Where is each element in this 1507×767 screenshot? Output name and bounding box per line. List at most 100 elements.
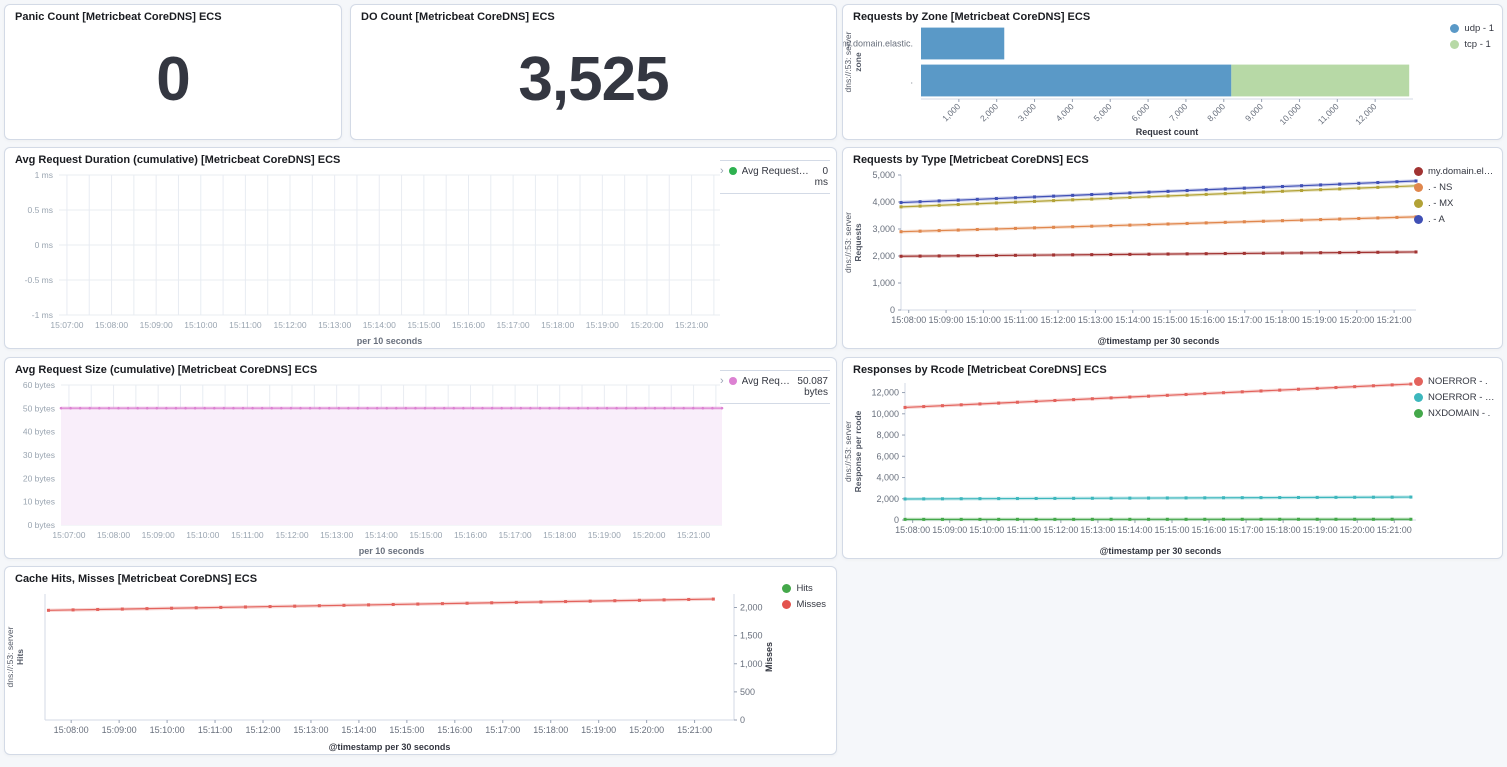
svg-text:15:20:00: 15:20:00	[1340, 525, 1375, 535]
svg-text:15:18:00: 15:18:00	[541, 320, 574, 330]
svg-text:0 bytes: 0 bytes	[28, 520, 55, 530]
svg-text:15:17:00: 15:17:00	[485, 725, 520, 735]
cache-hits-misses-chart[interactable]: 15:08:00 15:09:00 15:10:00 15:11:00 15:12:00…	[5, 582, 836, 754]
svg-text:60 bytes: 60 bytes	[23, 380, 55, 390]
svg-text:8,000: 8,000	[1205, 101, 1227, 123]
svg-text:-1 ms: -1 ms	[32, 310, 53, 320]
avg-request-size-chart[interactable]: 60 bytes 50 bytes 40 bytes 30 bytes 20 bytes…	[5, 373, 836, 558]
legend-dot-icon	[1414, 167, 1423, 176]
legend-dot-icon	[1414, 215, 1423, 224]
metric-value: 0	[156, 44, 190, 114]
svg-text:Hits: Hits	[15, 649, 25, 665]
legend-value-unit: ms	[814, 177, 828, 188]
svg-text:15:21:00: 15:21:00	[675, 320, 708, 330]
legend-item[interactable]: . - NS	[1414, 182, 1498, 193]
svg-text:15:09:00: 15:09:00	[140, 320, 173, 330]
svg-text:15:18:00: 15:18:00	[1265, 315, 1300, 325]
svg-text:50 bytes: 50 bytes	[23, 403, 55, 413]
svg-text:15:13:00: 15:13:00	[320, 530, 353, 540]
legend: NOERROR - . NOERROR - my.dom... NXDOMAIN -…	[1414, 376, 1498, 419]
svg-text:-0.5 ms: -0.5 ms	[25, 275, 53, 285]
legend-item[interactable]: Hits	[782, 583, 826, 594]
svg-text:15:10:00: 15:10:00	[966, 315, 1001, 325]
legend-item[interactable]: . - MX	[1414, 198, 1498, 209]
legend-label: . - MX	[1428, 198, 1454, 209]
svg-text:1,000: 1,000	[940, 101, 962, 123]
svg-text:15:17:00: 15:17:00	[497, 320, 530, 330]
requests-by-type-chart[interactable]: 5,000 4,000 3,000 2,000 1,000 0 15:08:00 15:09:…	[843, 163, 1502, 348]
svg-text:15:14:00: 15:14:00	[1115, 315, 1150, 325]
legend-dot-icon	[1414, 183, 1423, 192]
legend-dot-icon	[1414, 377, 1423, 386]
svg-text:15:13:00: 15:13:00	[1078, 315, 1113, 325]
svg-text:15:10:00: 15:10:00	[969, 525, 1004, 535]
legend-item[interactable]: udp - 1	[1450, 23, 1494, 34]
svg-text:15:09:00: 15:09:00	[102, 725, 137, 735]
panel-do-count: DO Count [Metricbeat CoreDNS] ECS 3,525	[350, 4, 837, 140]
legend-item[interactable]: NXDOMAIN - .	[1414, 408, 1498, 419]
chevron-right-icon[interactable]: ›	[720, 375, 724, 387]
svg-text:15:12:00: 15:12:00	[1043, 525, 1078, 535]
svg-text:15:08:00: 15:08:00	[895, 525, 930, 535]
svg-text:6,000: 6,000	[1129, 101, 1151, 123]
svg-text:15:09:00: 15:09:00	[932, 525, 967, 535]
panel-avg-request-size: Avg Request Size (cumulative) [Metricbea…	[4, 357, 837, 559]
avg-request-duration-chart[interactable]: 1 ms 0.5 ms 0 ms -0.5 ms -1 ms 15:07:00 15:08:…	[5, 163, 836, 348]
legend-label[interactable]: Avg Request ...	[741, 376, 793, 387]
svg-text:15:17:00: 15:17:00	[1227, 315, 1262, 325]
svg-text:5,000: 5,000	[872, 170, 895, 180]
svg-text:15:20:00: 15:20:00	[630, 320, 663, 330]
legend-dot-icon	[782, 584, 792, 593]
svg-text:@timestamp per 30 seconds: @timestamp per 30 seconds	[1100, 546, 1222, 556]
svg-text:1,000: 1,000	[740, 659, 763, 669]
svg-text:15:11:00: 15:11:00	[229, 320, 262, 330]
legend-value-number: 50.087	[797, 376, 828, 387]
legend-dot-icon	[1414, 409, 1423, 418]
svg-text:15:11:00: 15:11:00	[1004, 315, 1038, 325]
svg-text:15:14:00: 15:14:00	[363, 320, 396, 330]
legend-value: 0 ms	[815, 166, 828, 188]
svg-text:Requests: Requests	[853, 223, 863, 262]
requests-by-zone-chart[interactable]: 1,000 2,000 3,000 4,000 5,000 6,000 7,000 8,000…	[843, 20, 1502, 139]
svg-text:15:19:00: 15:19:00	[586, 320, 619, 330]
svg-text:0: 0	[740, 715, 745, 725]
chevron-right-icon[interactable]: ›	[720, 165, 724, 177]
svg-text:15:12:00: 15:12:00	[245, 725, 280, 735]
svg-text:2,000: 2,000	[978, 101, 1000, 123]
svg-text:4,000: 4,000	[1054, 101, 1076, 123]
svg-text:15:20:00: 15:20:00	[629, 725, 664, 735]
legend-item[interactable]: NOERROR - my.dom...	[1414, 392, 1498, 403]
panel-responses-by-rcode: Responses by Rcode [Metricbeat CoreDNS] …	[842, 357, 1503, 559]
legend-item[interactable]: tcp - 1	[1450, 39, 1494, 50]
svg-text:15:12:00: 15:12:00	[273, 320, 306, 330]
svg-text:15:09:00: 15:09:00	[929, 315, 964, 325]
svg-text:15:08:00: 15:08:00	[891, 315, 926, 325]
svg-text:15:19:00: 15:19:00	[581, 725, 616, 735]
svg-text:15:15:00: 15:15:00	[389, 725, 424, 735]
svg-text:15:13:00: 15:13:00	[293, 725, 328, 735]
legend-label[interactable]: Avg Request Dura...	[741, 166, 810, 177]
svg-text:12,000: 12,000	[1353, 101, 1379, 127]
svg-text:1 ms: 1 ms	[35, 170, 53, 180]
responses-by-rcode-chart[interactable]: 12,000 10,000 8,000 6,000 4,000 2,000 0 15:08:0…	[843, 373, 1502, 558]
legend-label: Misses	[796, 599, 826, 610]
panel-requests-by-zone: Requests by Zone [Metricbeat CoreDNS] EC…	[842, 4, 1503, 140]
legend-label: my.domain.elastic. - A	[1428, 166, 1498, 177]
svg-text:15:09:00: 15:09:00	[142, 530, 175, 540]
svg-text:15:21:00: 15:21:00	[677, 530, 710, 540]
svg-text:15:15:00: 15:15:00	[1154, 525, 1189, 535]
legend-dot-icon	[728, 377, 737, 385]
svg-text:15:11:00: 15:11:00	[231, 530, 264, 540]
legend-item[interactable]: . - A	[1414, 214, 1498, 225]
legend-item[interactable]: my.domain.elastic. - A	[1414, 166, 1498, 177]
svg-text:15:15:00: 15:15:00	[1153, 315, 1188, 325]
svg-text:9,000: 9,000	[1243, 101, 1265, 123]
svg-text:1,500: 1,500	[740, 631, 763, 641]
svg-text:15:15:00: 15:15:00	[407, 320, 440, 330]
legend-item[interactable]: Misses	[782, 599, 826, 610]
svg-text:15:19:00: 15:19:00	[1302, 315, 1337, 325]
svg-text:@timestamp per 30 seconds: @timestamp per 30 seconds	[1098, 336, 1220, 346]
legend-item[interactable]: NOERROR - .	[1414, 376, 1498, 387]
svg-text:15:14:00: 15:14:00	[341, 725, 376, 735]
